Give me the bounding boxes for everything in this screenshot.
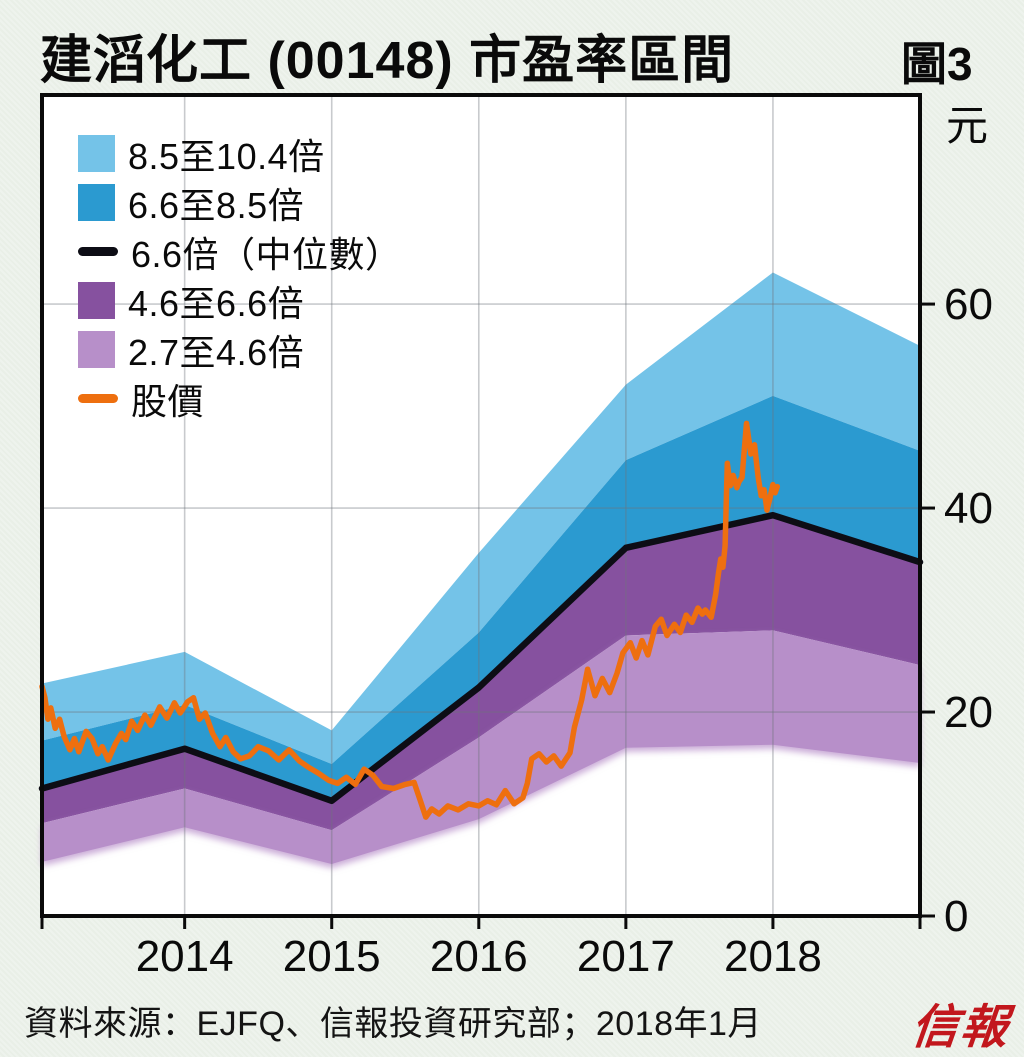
- legend-row: 6.6至8.5倍: [78, 178, 402, 227]
- page-title: 建滔化工 (00148) 市盈率區間: [40, 32, 735, 90]
- legend-price-swatch: [78, 394, 118, 403]
- x-tick-label: 2018: [724, 932, 822, 981]
- legend-row: 2.7至4.6倍: [78, 325, 402, 374]
- band-6.6-8.5: [42, 395, 920, 801]
- y-axis-unit-label: 元: [946, 102, 988, 149]
- chart-legend: 8.5至10.4倍 6.6至8.5倍 6.6倍（中位數） 4.6至6.6倍 2.7至4.…: [78, 129, 402, 423]
- x-tick-label: 2015: [283, 932, 381, 981]
- legend-band-6.6-8.5-swatch: [78, 184, 115, 221]
- brand-logo: 信報: [908, 1000, 1013, 1053]
- x-tick-label: 2017: [577, 932, 675, 981]
- y-tick-label: 0: [944, 892, 968, 941]
- legend-band-4.6-6.6-swatch: [78, 282, 115, 319]
- figure-number-label: 圖3: [901, 38, 973, 90]
- legend-band-4.6-6.6-label: 4.6至6.6倍: [128, 282, 305, 324]
- legend-row: 股價: [78, 374, 402, 423]
- y-tick-label: 40: [944, 484, 993, 533]
- y-tick-label: 20: [944, 688, 993, 737]
- x-tick-label: 2014: [136, 932, 234, 981]
- legend-row: 8.5至10.4倍: [78, 129, 402, 178]
- band-2.7-4.6: [42, 630, 920, 864]
- y-tick-label: 60: [944, 280, 993, 329]
- band-8.5-10.4: [42, 272, 920, 764]
- source-note: 資料來源：EJFQ、信報投資研究部；2018年1月: [24, 1005, 762, 1043]
- legend-median-6.6x-swatch: [78, 247, 118, 256]
- legend-price-label: 股價: [131, 380, 205, 422]
- median-pe-line: [38, 511, 924, 805]
- legend-band-2.7-4.6-swatch: [78, 331, 115, 368]
- legend-band-8.5-10.4-swatch: [78, 135, 115, 172]
- legend-median-6.6x-label: 6.6倍（中位數）: [131, 233, 402, 275]
- legend-row: 6.6倍（中位數）: [78, 227, 402, 276]
- legend-band-6.6-8.5-label: 6.6至8.5倍: [128, 184, 305, 226]
- price-line: [39, 420, 781, 820]
- band-4.6-6.6: [42, 515, 920, 831]
- plot-border: [40, 93, 922, 918]
- legend-row: 4.6至6.6倍: [78, 276, 402, 325]
- legend-band-8.5-10.4-label: 8.5至10.4倍: [128, 135, 325, 177]
- x-tick-label: 2016: [430, 932, 528, 981]
- legend-band-2.7-4.6-label: 2.7至4.6倍: [128, 331, 305, 373]
